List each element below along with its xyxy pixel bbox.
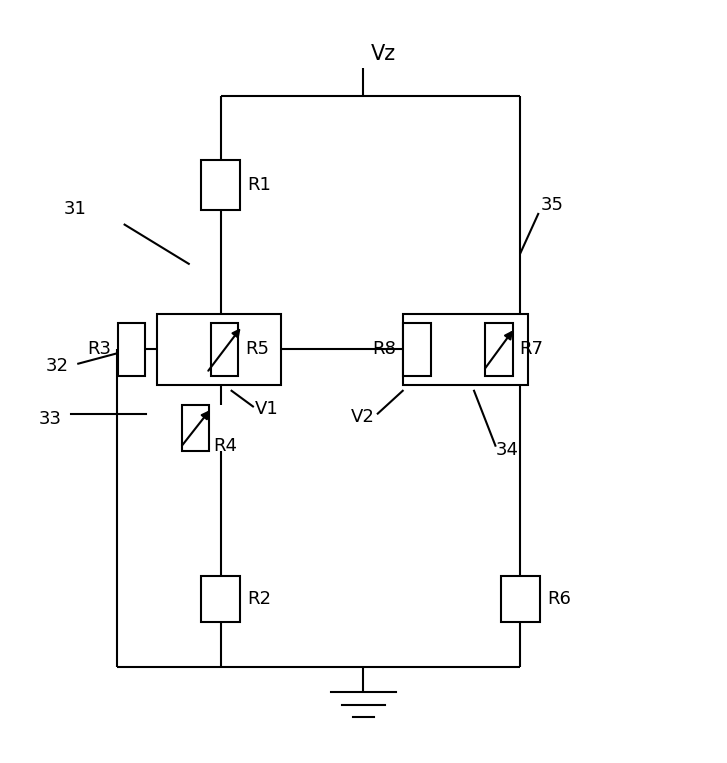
Bar [403, 314, 528, 385]
Text: R3: R3 [87, 340, 111, 359]
Bar [486, 323, 513, 376]
Text: R7: R7 [520, 340, 544, 359]
Bar [157, 314, 281, 385]
Text: 31: 31 [64, 200, 87, 218]
Text: V1: V1 [255, 400, 279, 417]
Bar [403, 323, 430, 376]
Bar [182, 404, 209, 451]
Bar [201, 576, 241, 622]
Bar [501, 576, 540, 622]
Text: R4: R4 [213, 436, 237, 455]
Text: 34: 34 [495, 441, 518, 459]
Text: R8: R8 [372, 340, 396, 359]
Text: R5: R5 [245, 340, 269, 359]
Text: V2: V2 [350, 408, 374, 427]
Text: 33: 33 [39, 410, 62, 428]
Text: R1: R1 [248, 176, 271, 195]
Text: Vz: Vz [371, 44, 395, 64]
Text: 32: 32 [47, 357, 69, 375]
Bar [119, 323, 145, 376]
Text: R6: R6 [547, 590, 571, 608]
Bar [211, 323, 238, 376]
Text: 35: 35 [540, 196, 563, 214]
Bar [201, 160, 241, 211]
Text: R2: R2 [248, 590, 272, 608]
